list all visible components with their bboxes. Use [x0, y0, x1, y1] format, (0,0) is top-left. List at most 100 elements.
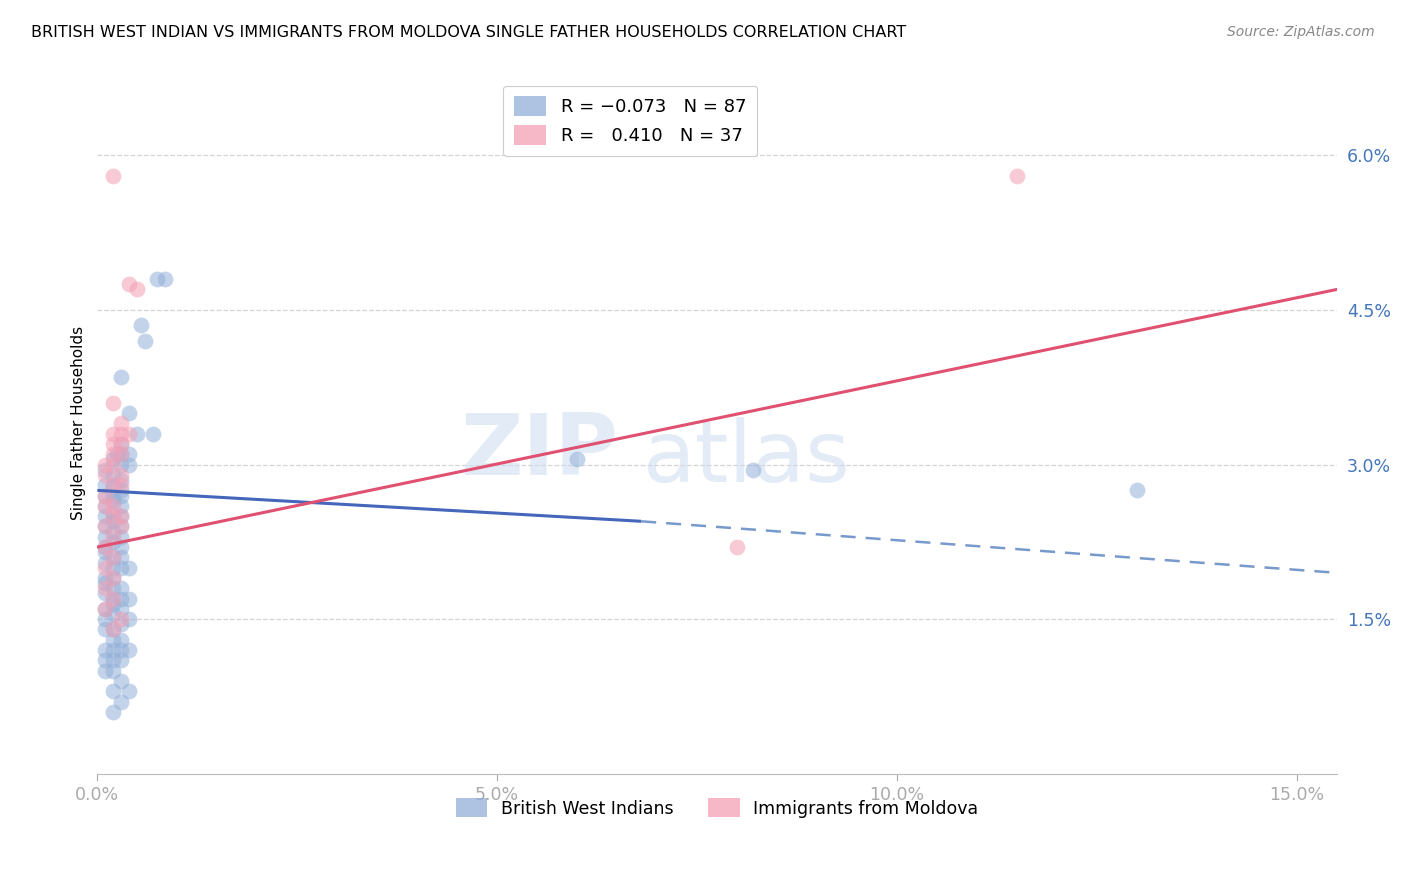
Point [94, 545, 117, 559]
Point [118, 426, 141, 441]
Point [103, 581, 125, 595]
Point [110, 447, 132, 461]
Point [103, 509, 125, 524]
Point [94, 602, 117, 616]
Text: Source: ZipAtlas.com: Source: ZipAtlas.com [1227, 25, 1375, 39]
Point [142, 426, 165, 441]
Point [110, 437, 132, 451]
Point [103, 478, 125, 492]
Point [110, 473, 132, 487]
Point [110, 673, 132, 688]
Point [110, 447, 132, 461]
Point [103, 524, 125, 539]
Point [103, 591, 125, 606]
Point [94, 458, 117, 472]
Point [110, 458, 132, 472]
Point [110, 540, 132, 554]
Point [103, 571, 125, 585]
Point [131, 318, 153, 333]
Point [110, 602, 132, 616]
Point [94, 463, 117, 477]
Point [94, 602, 117, 616]
Point [110, 653, 132, 667]
Point [1126, 483, 1149, 498]
Point [110, 509, 132, 524]
Point [110, 530, 132, 544]
Point [110, 417, 132, 431]
Point [103, 684, 125, 698]
Text: BRITISH WEST INDIAN VS IMMIGRANTS FROM MOLDOVA SINGLE FATHER HOUSEHOLDS CORRELAT: BRITISH WEST INDIAN VS IMMIGRANTS FROM M… [31, 25, 907, 40]
Point [127, 282, 149, 296]
Point [94, 519, 117, 533]
Point [94, 560, 117, 574]
Point [103, 560, 125, 574]
Point [103, 478, 125, 492]
Point [118, 591, 141, 606]
Point [110, 560, 132, 574]
Point [110, 483, 132, 498]
Point [103, 571, 125, 585]
Point [103, 653, 125, 667]
Point [118, 277, 141, 292]
Point [110, 478, 132, 492]
Point [110, 695, 132, 709]
Point [118, 447, 141, 461]
Point [103, 632, 125, 647]
Point [94, 623, 117, 637]
Point [118, 612, 141, 626]
Point [103, 489, 125, 503]
Point [94, 581, 117, 595]
Y-axis label: Single Father Households: Single Father Households [72, 326, 86, 520]
Point [103, 597, 125, 611]
Point [103, 705, 125, 719]
Point [103, 396, 125, 410]
Point [155, 272, 177, 286]
Point [110, 426, 132, 441]
Point [103, 437, 125, 451]
Point [110, 437, 132, 451]
Point [110, 509, 132, 524]
Point [110, 370, 132, 384]
Point [94, 489, 117, 503]
Point [110, 489, 132, 503]
Point [118, 458, 141, 472]
Point [1005, 169, 1028, 183]
Point [146, 272, 169, 286]
Point [110, 632, 132, 647]
Point [118, 643, 141, 657]
Point [110, 643, 132, 657]
Point [118, 560, 141, 574]
Point [94, 467, 117, 482]
Text: atlas: atlas [643, 417, 851, 500]
Point [94, 571, 117, 585]
Point [94, 509, 117, 524]
Point [94, 664, 117, 678]
Point [725, 540, 748, 554]
Point [94, 576, 117, 591]
Point [103, 623, 125, 637]
Point [103, 426, 125, 441]
Point [94, 489, 117, 503]
Point [94, 586, 117, 600]
Text: ZIP: ZIP [460, 410, 619, 493]
Point [94, 540, 117, 554]
Point [110, 612, 132, 626]
Point [94, 478, 117, 492]
Point [103, 530, 125, 544]
Point [127, 426, 149, 441]
Point [94, 612, 117, 626]
Point [103, 514, 125, 528]
Point [103, 623, 125, 637]
Legend: British West Indians, Immigrants from Moldova: British West Indians, Immigrants from Mo… [449, 791, 986, 825]
Point [110, 550, 132, 565]
Point [94, 519, 117, 533]
Point [118, 406, 141, 420]
Point [567, 452, 589, 467]
Point [103, 509, 125, 524]
Point [742, 463, 765, 477]
Point [103, 535, 125, 549]
Point [103, 643, 125, 657]
Point [103, 591, 125, 606]
Point [118, 684, 141, 698]
Point [110, 519, 132, 533]
